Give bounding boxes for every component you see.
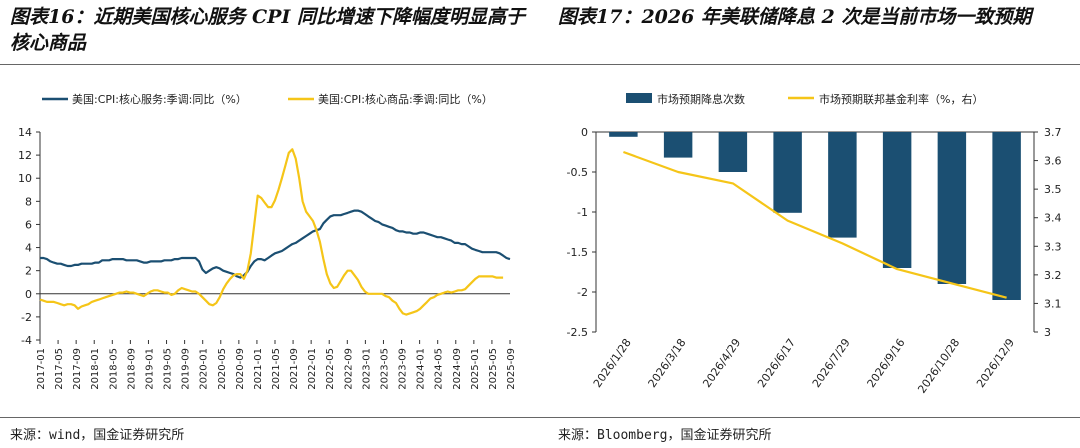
x-tick-label: 2022-09 — [343, 348, 354, 390]
left-tick-label: -1 — [577, 206, 588, 219]
legend-label: 市场预期降息次数 — [657, 92, 745, 106]
category-label: 2026/12/9 — [974, 336, 1017, 390]
category-label: 2026/10/28 — [915, 336, 962, 395]
cpi-line-chart: -4 -2 0 2 4 6 8 10 12 14 2017-01 2017-05 2017-09 2018… — [18, 92, 517, 390]
y-tick-label: 4 — [25, 242, 32, 255]
category-label: 2026/6/17 — [755, 336, 798, 390]
legend-label: 美国:CPI:核心服务:季调:同比（%） — [72, 92, 247, 106]
rate-cut-bar — [773, 132, 802, 213]
chart2-title: 图表17：2026 年美联储降息 2 次是当前市场一致预期 — [558, 6, 1032, 28]
right-tick-label: 3.1 — [1044, 297, 1062, 310]
x-tick-label: 2025-01 — [470, 348, 481, 390]
y-tick-label: 2 — [25, 265, 32, 278]
x-tick-label: 2023-01 — [361, 348, 372, 390]
category-label: 2026/9/16 — [865, 336, 908, 390]
x-tick-label: 2021-09 — [289, 348, 300, 390]
category-label: 2026/3/18 — [646, 336, 689, 390]
y-tick-label: 14 — [18, 126, 32, 139]
rate-cut-bar — [718, 132, 748, 172]
footer-divider — [0, 417, 1080, 418]
right-tick-label: 3 — [1044, 326, 1051, 339]
x-tick-label: 2024-09 — [452, 348, 463, 390]
right-tick-label: 3.2 — [1044, 269, 1062, 282]
right-tick-label: 3.4 — [1044, 212, 1062, 225]
right-tick-label: 3.5 — [1044, 183, 1062, 196]
rate-cut-bar — [992, 132, 1021, 300]
core-goods-line — [39, 148, 504, 316]
x-tick-label: 2024-01 — [416, 348, 427, 390]
legend-label: 美国:CPI:核心商品:季调:同比（%） — [318, 92, 493, 106]
x-tick-label: 2020-01 — [199, 348, 210, 390]
y-tick-label: 10 — [18, 172, 32, 185]
x-tick-label: 2021-01 — [253, 348, 264, 390]
x-tick-label: 2025-09 — [506, 348, 517, 390]
y-tick-label: 6 — [25, 218, 32, 231]
fed-funds-rate-line — [623, 150, 1007, 299]
rate-cut-bar-chart: 0 -0.5 -1 -1.5 -2 -2.5 3.7 3.6 3.5 3.4 3.3 3.2 3.1 3 2… — [567, 92, 1062, 396]
x-tick-label: 2024-05 — [434, 348, 445, 390]
y-tick-label: -4 — [21, 334, 32, 347]
legend-label: 市场预期联邦基金利率（%，右） — [819, 92, 983, 106]
rate-cut-bar — [882, 132, 912, 268]
right-tick-label: 3.7 — [1044, 126, 1062, 139]
x-tick-label: 2020-05 — [217, 348, 228, 390]
x-tick-label: 2020-09 — [235, 348, 246, 390]
header-divider — [0, 64, 1080, 65]
left-tick-label: -2.5 — [567, 326, 588, 339]
x-tick-label: 2018-01 — [90, 348, 101, 390]
chart2-source: 来源：Bloomberg，国金证券研究所 — [558, 428, 772, 443]
left-tick-label: -2 — [577, 286, 588, 299]
x-tick-label: 2023-09 — [398, 348, 409, 390]
right-tick-label: 3.3 — [1044, 240, 1062, 253]
y-tick-label: -2 — [21, 311, 32, 324]
x-tick-label: 2017-01 — [36, 348, 47, 390]
x-tick-label: 2019-05 — [163, 348, 174, 390]
y-tick-label: 0 — [25, 288, 32, 301]
x-tick-label: 2018-05 — [108, 348, 119, 390]
rate-cut-bar — [937, 132, 967, 284]
rate-cut-bar — [663, 132, 693, 158]
x-tick-label: 2022-01 — [307, 348, 318, 390]
y-tick-label: 12 — [18, 149, 32, 162]
category-label: 2026/1/28 — [591, 336, 634, 390]
chart1-source: 来源：wind，国金证券研究所 — [10, 428, 185, 443]
x-tick-label: 2025-05 — [488, 348, 499, 390]
left-tick-label: -0.5 — [567, 166, 588, 179]
x-tick-label: 2019-01 — [144, 348, 155, 390]
left-tick-label: -1.5 — [567, 246, 588, 259]
chart1-title: 图表16：近期美国核心服务 CPI 同比增速下降幅度明显高于核心商品 — [10, 6, 525, 54]
legend-swatch — [626, 93, 652, 103]
x-tick-label: 2019-09 — [181, 348, 192, 390]
category-label: 2026/4/29 — [700, 336, 743, 390]
x-tick-label: 2017-05 — [54, 348, 65, 390]
core-services-line — [40, 209, 511, 279]
rate-cut-bar — [828, 132, 857, 238]
x-tick-label: 2023-05 — [379, 348, 390, 390]
x-tick-label: 2018-09 — [126, 348, 137, 390]
y-tick-label: 8 — [25, 195, 32, 208]
x-tick-label: 2021-05 — [271, 348, 282, 390]
rate-cut-bar — [609, 132, 638, 137]
x-tick-label: 2017-09 — [72, 348, 83, 390]
right-tick-label: 3.6 — [1044, 155, 1062, 168]
x-tick-label: 2022-05 — [325, 348, 336, 390]
category-label: 2026/7/29 — [810, 336, 853, 390]
left-tick-label: 0 — [581, 126, 588, 139]
